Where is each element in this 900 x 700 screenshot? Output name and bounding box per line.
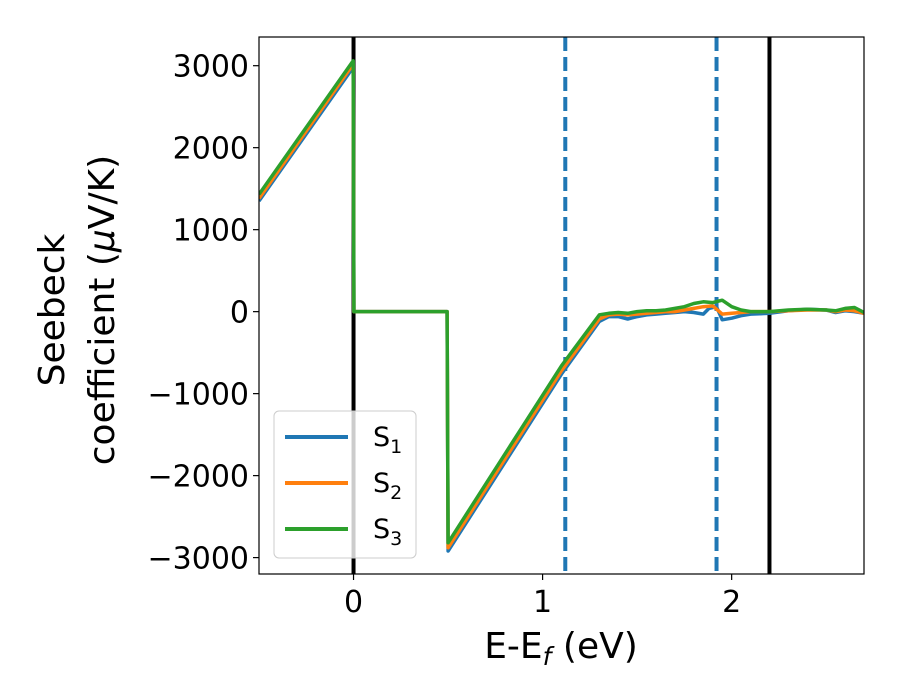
- y-axis-title-prefix: coefficient (: [82, 252, 123, 465]
- y-axis-title-line1: Seebeck: [32, 233, 73, 386]
- y-tick-label: −3000: [148, 542, 249, 577]
- legend-label-main: S: [373, 468, 390, 499]
- y-axis-title-mu: μ: [82, 229, 123, 253]
- x-tick-label: 1: [533, 585, 552, 620]
- y-tick-label: 0: [230, 296, 249, 331]
- legend-label-1: S1: [373, 422, 402, 458]
- plot-frame: [258, 36, 865, 575]
- series-line-3: [259, 59, 864, 545]
- y-axis-title-line2: coefficient (μV/K): [82, 155, 123, 465]
- legend-label-3: S3: [373, 514, 402, 550]
- x-axis-ticks: 0 1 2: [344, 574, 741, 620]
- x-axis-title-unit: (eV): [551, 626, 637, 667]
- y-tick-label: 1000: [173, 214, 249, 249]
- data-series: [259, 59, 864, 553]
- y-tick-label: −1000: [148, 378, 249, 413]
- legend-label-main: S: [373, 514, 390, 545]
- x-tick-label: 0: [344, 585, 363, 620]
- legend-label-subscript: 2: [390, 482, 402, 504]
- legend-label-2: S2: [373, 468, 402, 504]
- x-tick-label: 2: [722, 585, 741, 620]
- y-tick-label: 3000: [173, 50, 249, 85]
- x-axis-title-main: E-E: [484, 626, 542, 667]
- y-axis-title-unit: V/K): [82, 155, 123, 229]
- y-tick-label: −2000: [148, 460, 249, 495]
- legend-label-subscript: 1: [390, 436, 402, 458]
- x-axis-title: E-Ef (eV): [484, 626, 638, 671]
- legend-label-subscript: 3: [390, 528, 402, 550]
- y-axis-title: Seebeck coefficient (μV/K): [32, 155, 123, 465]
- y-tick-label: 2000: [173, 132, 249, 167]
- y-axis-ticks: −3000 −2000 −1000 0 1000 2000 3000: [148, 50, 259, 577]
- legend-label-main: S: [373, 422, 390, 453]
